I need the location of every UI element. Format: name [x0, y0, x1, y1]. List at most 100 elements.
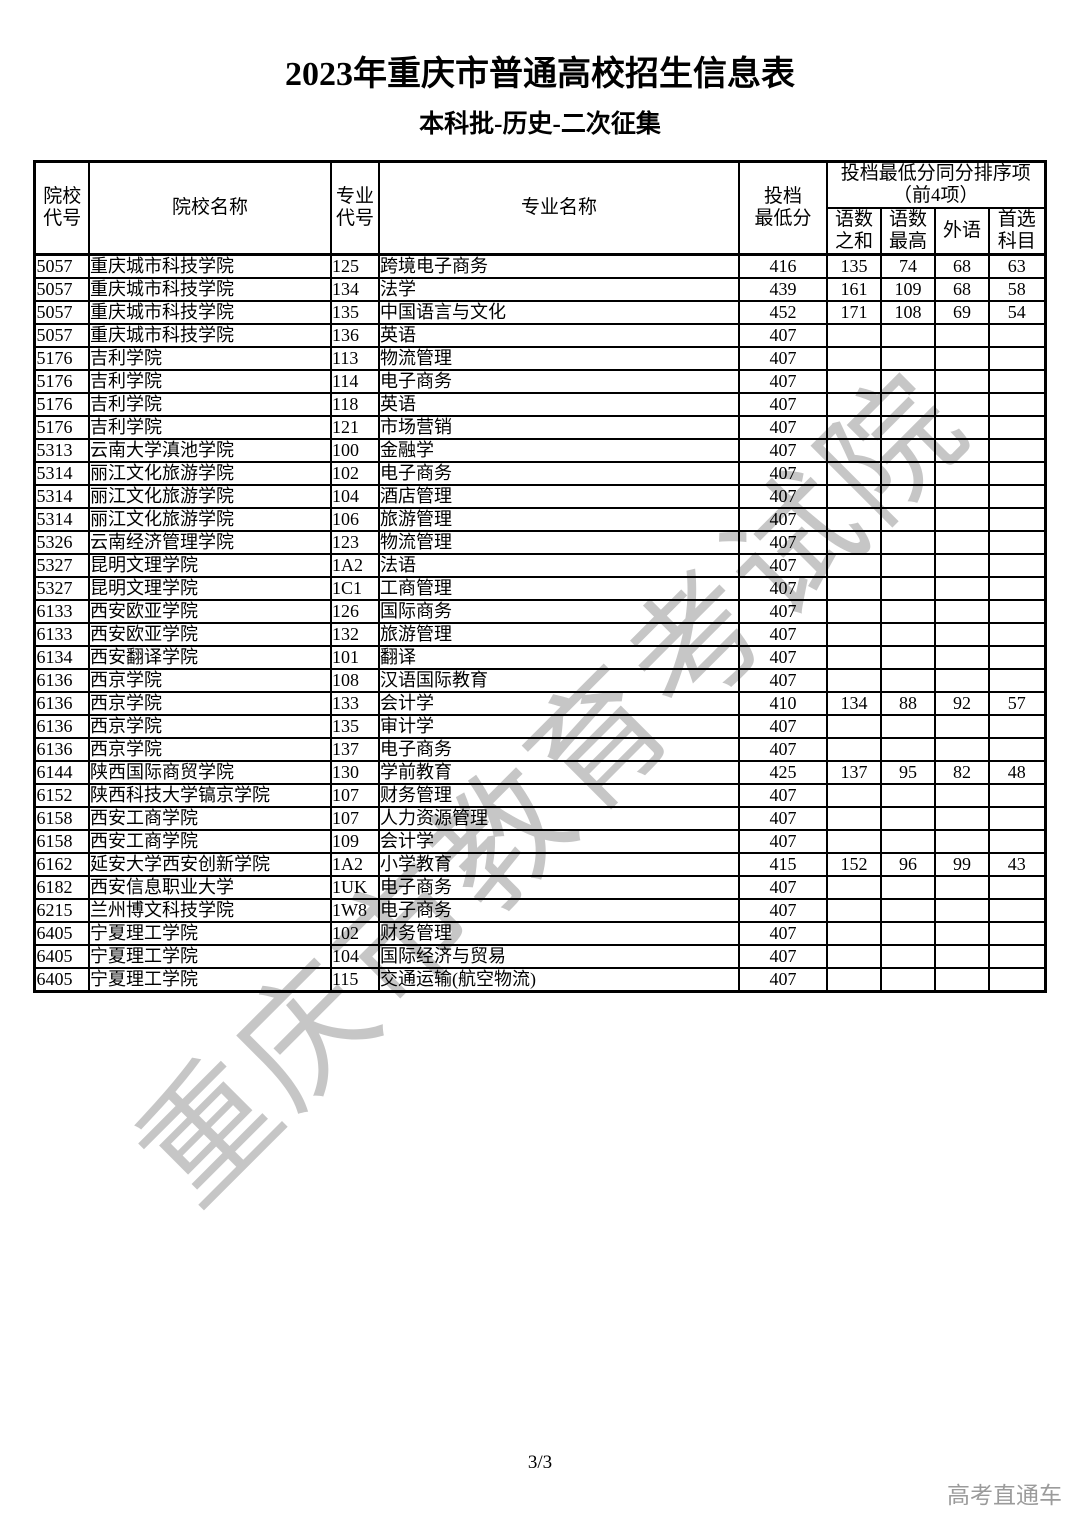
cell-major-name: 工商管理 [377, 576, 740, 601]
cell-tiebreak-max [879, 346, 936, 371]
cell-school-name: 重庆城市科技学院 [87, 300, 332, 325]
cell-school-code: 6133 [33, 622, 90, 647]
cell-tiebreak-max [879, 783, 936, 808]
cell-tiebreak-sum: 171 [825, 300, 882, 325]
table-row: 5314 丽江文化旅游学院 106 旅游管理 407 [33, 507, 1047, 532]
cell-tiebreak-max [879, 944, 936, 969]
cell-major-name: 物流管理 [377, 530, 740, 555]
cell-major-name: 小学教育 [377, 852, 740, 877]
cell-school-code: 6162 [33, 852, 90, 877]
cell-major-name: 电子商务 [377, 369, 740, 394]
cell-school-code: 5327 [33, 576, 90, 601]
cell-major-code: 115 [329, 967, 380, 993]
cell-school-code: 6405 [33, 921, 90, 946]
table-row: 6405 宁夏理工学院 115 交通运输(航空物流) 407 [33, 967, 1047, 993]
cell-tiebreak-sum [825, 461, 882, 486]
cell-major-code: 136 [329, 323, 380, 348]
cell-tiebreak-max [879, 438, 936, 463]
cell-major-name: 翻译 [377, 645, 740, 670]
cell-tiebreak-foreign [933, 369, 990, 394]
cell-tiebreak-max [879, 576, 936, 601]
cell-school-code: 5326 [33, 530, 90, 555]
cell-major-code: 123 [329, 530, 380, 555]
cell-min-score: 407 [737, 898, 828, 923]
cell-tiebreak-foreign [933, 507, 990, 532]
cell-tiebreak-foreign [933, 415, 990, 440]
cell-major-code: 113 [329, 346, 380, 371]
cell-tiebreak-max [879, 898, 936, 923]
cell-tiebreak-foreign [933, 346, 990, 371]
cell-tiebreak-first-subject [987, 737, 1047, 762]
cell-tiebreak-foreign: 68 [933, 277, 990, 302]
header-min-score: 投档 最低分 [737, 160, 828, 256]
cell-tiebreak-max: 95 [879, 760, 936, 785]
cell-school-code: 5176 [33, 369, 90, 394]
cell-min-score: 407 [737, 783, 828, 808]
cell-school-code: 5327 [33, 553, 90, 578]
cell-tiebreak-first-subject [987, 806, 1047, 831]
cell-tiebreak-first-subject: 43 [987, 852, 1047, 877]
cell-tiebreak-first-subject [987, 484, 1047, 509]
cell-tiebreak-sum [825, 737, 882, 762]
table-row: 6405 宁夏理工学院 104 国际经济与贸易 407 [33, 944, 1047, 969]
cell-tiebreak-first-subject [987, 392, 1047, 417]
cell-tiebreak-first-subject [987, 507, 1047, 532]
cell-tiebreak-foreign [933, 530, 990, 555]
cell-major-name: 国际经济与贸易 [377, 944, 740, 969]
cell-tiebreak-foreign [933, 783, 990, 808]
cell-tiebreak-sum [825, 898, 882, 923]
cell-tiebreak-sum [825, 415, 882, 440]
cell-tiebreak-max [879, 921, 936, 946]
cell-school-name: 西安工商学院 [87, 829, 332, 854]
cell-min-score: 407 [737, 576, 828, 601]
cell-school-name: 云南经济管理学院 [87, 530, 332, 555]
table-row: 6158 西安工商学院 107 人力资源管理 407 [33, 806, 1047, 831]
table-row: 5057 重庆城市科技学院 134 法学 439 161 109 68 58 [33, 277, 1047, 302]
cell-tiebreak-sum [825, 645, 882, 670]
cell-major-name: 财务管理 [377, 921, 740, 946]
cell-tiebreak-max [879, 737, 936, 762]
cell-tiebreak-sum [825, 921, 882, 946]
table-row: 5176 吉利学院 113 物流管理 407 [33, 346, 1047, 371]
cell-school-code: 6158 [33, 829, 90, 854]
cell-school-name: 西京学院 [87, 714, 332, 739]
cell-major-name: 电子商务 [377, 461, 740, 486]
cell-school-code: 5314 [33, 507, 90, 532]
cell-school-code: 5313 [33, 438, 90, 463]
cell-min-score: 407 [737, 530, 828, 555]
cell-tiebreak-first-subject [987, 622, 1047, 647]
cell-min-score: 407 [737, 553, 828, 578]
cell-tiebreak-max: 74 [879, 253, 936, 279]
cell-tiebreak-first-subject [987, 668, 1047, 693]
table-row: 6134 西安翻译学院 101 翻译 407 [33, 645, 1047, 670]
table-row: 6162 延安大学西安创新学院 1A2 小学教育 415 152 96 99 4… [33, 852, 1047, 877]
cell-major-code: 104 [329, 484, 380, 509]
cell-tiebreak-max [879, 415, 936, 440]
cell-tiebreak-first-subject [987, 967, 1047, 993]
cell-tiebreak-sum [825, 346, 882, 371]
cell-tiebreak-sum [825, 668, 882, 693]
cell-min-score: 416 [737, 253, 828, 279]
table-row: 5314 丽江文化旅游学院 102 电子商务 407 [33, 461, 1047, 486]
cell-tiebreak-foreign [933, 737, 990, 762]
table-row: 6136 西京学院 137 电子商务 407 [33, 737, 1047, 762]
cell-min-score: 407 [737, 875, 828, 900]
cell-tiebreak-foreign [933, 438, 990, 463]
cell-major-code: 1A2 [329, 553, 380, 578]
cell-tiebreak-first-subject [987, 576, 1047, 601]
cell-tiebreak-max [879, 392, 936, 417]
header-major-name: 专业名称 [377, 160, 740, 256]
cell-major-name: 旅游管理 [377, 507, 740, 532]
cell-school-code: 6215 [33, 898, 90, 923]
cell-tiebreak-sum [825, 714, 882, 739]
cell-tiebreak-first-subject [987, 921, 1047, 946]
cell-tiebreak-foreign [933, 461, 990, 486]
cell-school-code: 6133 [33, 599, 90, 624]
cell-tiebreak-foreign [933, 875, 990, 900]
cell-tiebreak-sum [825, 622, 882, 647]
header-school-code: 院校 代号 [33, 160, 90, 256]
cell-tiebreak-sum [825, 599, 882, 624]
table-row: 6152 陕西科技大学镐京学院 107 财务管理 407 [33, 783, 1047, 808]
cell-school-name: 重庆城市科技学院 [87, 277, 332, 302]
cell-tiebreak-foreign [933, 714, 990, 739]
